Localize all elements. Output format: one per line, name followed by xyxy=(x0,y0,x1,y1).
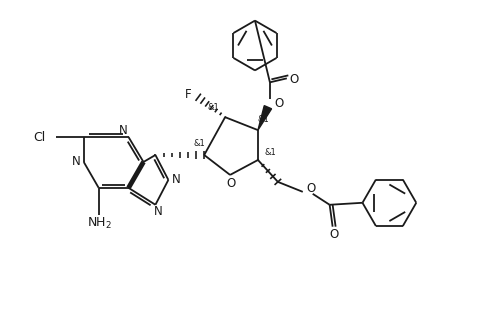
Polygon shape xyxy=(258,106,271,130)
Text: N: N xyxy=(172,173,181,186)
Text: &1: &1 xyxy=(207,103,219,112)
Text: F: F xyxy=(185,88,192,101)
Text: O: O xyxy=(289,73,298,86)
Text: O: O xyxy=(274,97,283,110)
Text: &1: &1 xyxy=(257,115,269,124)
Text: &1: &1 xyxy=(264,148,276,157)
Text: Cl: Cl xyxy=(33,131,46,144)
Text: N: N xyxy=(71,156,80,168)
Text: N: N xyxy=(119,124,128,137)
Text: O: O xyxy=(227,177,236,190)
Text: NH$_2$: NH$_2$ xyxy=(87,216,112,231)
Text: &1: &1 xyxy=(193,139,205,148)
Text: N: N xyxy=(154,205,163,218)
Text: O: O xyxy=(307,182,316,195)
Text: O: O xyxy=(329,228,338,241)
